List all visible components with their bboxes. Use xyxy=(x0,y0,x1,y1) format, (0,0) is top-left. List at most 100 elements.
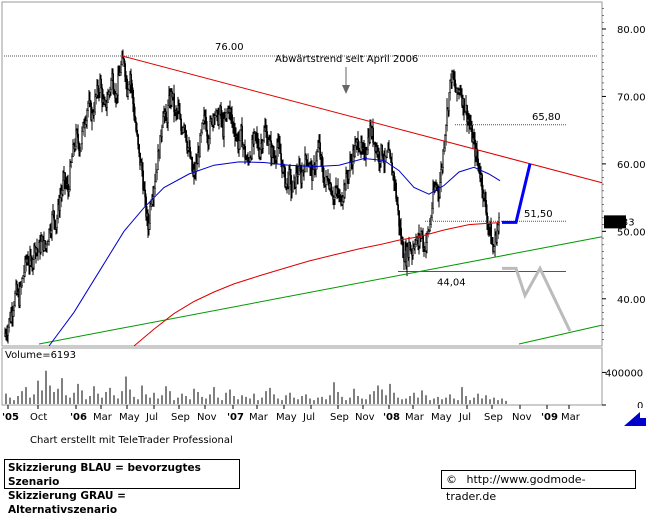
price-candle-body xyxy=(112,73,114,90)
x-tick-label: '05 xyxy=(2,412,19,423)
price-candle-body xyxy=(301,171,303,184)
price-candle-body xyxy=(132,90,134,104)
price-candle-body xyxy=(432,189,434,209)
price-candle-body xyxy=(75,130,77,147)
price-candle-body xyxy=(167,105,169,123)
price-candle-body xyxy=(263,130,265,142)
x-tick-label: Jul xyxy=(145,412,158,423)
x-tick-label: '07 xyxy=(227,412,244,423)
y-tick-label: 50.00 xyxy=(617,227,646,238)
price-candle-body xyxy=(117,74,119,96)
x-tick-label: '09 xyxy=(541,412,558,423)
chart-axes: 80.00 70.00 60.00 50.00 40.00 51.33 400000 0 '05… xyxy=(2,8,646,423)
moving-average-line xyxy=(133,222,501,347)
x-tick-label: Sep xyxy=(484,412,503,423)
source-url[interactable]: http://www.godmode-trader.de xyxy=(446,473,586,503)
price-candle-body xyxy=(323,177,325,186)
x-tick-label: Nov xyxy=(512,412,532,423)
price-candle-body xyxy=(241,125,243,148)
stock-chart: 76.00 65,80 51,50 44,04 Volume=6193 Abwärts… xyxy=(1,1,648,430)
price-candle-body xyxy=(110,79,112,90)
last-price-label: 51.33 xyxy=(606,217,635,228)
price-candle-body xyxy=(395,182,397,199)
price-candle-body xyxy=(330,183,332,195)
price-candle-body xyxy=(173,93,175,113)
price-candle-body xyxy=(372,127,374,143)
price-candle-body xyxy=(144,189,146,198)
price-candle-body xyxy=(159,135,161,159)
price-candle-body xyxy=(161,127,163,138)
price-candle-body xyxy=(400,228,402,241)
price-candle-body xyxy=(81,131,83,145)
price-candle-body xyxy=(184,125,186,131)
price-candle-body xyxy=(381,144,383,156)
price-candle-body xyxy=(186,140,188,151)
price-candle-body xyxy=(223,118,225,137)
price-candle-body xyxy=(154,181,156,189)
price-candle-body xyxy=(199,135,201,158)
price-candle-body xyxy=(391,162,393,176)
price-candle-body xyxy=(244,145,246,159)
price-candle-body xyxy=(126,78,128,97)
price-candle-body xyxy=(251,139,253,159)
price-candle-body xyxy=(477,158,479,164)
level-label: 65,80 xyxy=(532,112,561,123)
price-candle-body xyxy=(19,286,21,306)
price-candle-body xyxy=(130,73,132,84)
price-candle-body xyxy=(53,210,55,221)
price-candle-body xyxy=(239,129,241,142)
price-candle-body xyxy=(131,83,133,91)
price-candle-body xyxy=(365,154,367,158)
price-candle-body xyxy=(142,170,144,190)
x-tick-label: Jul xyxy=(458,412,471,423)
x-tick-label: '08 xyxy=(383,412,400,423)
x-tick-label: Mar xyxy=(249,412,269,423)
price-candle-body xyxy=(21,278,23,286)
price-candle-body xyxy=(386,151,388,158)
price-candle-body xyxy=(120,64,122,73)
price-candle-body xyxy=(402,241,404,259)
price-candle-body xyxy=(196,162,198,165)
x-tick-label: Mar xyxy=(93,412,113,423)
scenario-legend: Skizzierung BLAU = bevorzugtes Szenario … xyxy=(4,459,240,516)
copyright-icon: © xyxy=(446,473,457,486)
legend-blue-text: Skizzierung BLAU = bevorzugtes Szenario xyxy=(8,462,201,488)
price-candle-body xyxy=(440,169,442,183)
price-candle-body xyxy=(100,78,102,89)
price-candle-body xyxy=(280,153,282,161)
trend-line xyxy=(121,55,603,184)
x-tick-label: May xyxy=(119,412,140,423)
price-candle-body xyxy=(71,156,73,163)
volume-panel xyxy=(1,347,603,406)
level-label: 44,04 xyxy=(437,278,466,289)
x-tick-label: Nov xyxy=(355,412,375,423)
source-link[interactable]: © http://www.godmode-trader.de xyxy=(441,470,636,503)
price-candle-body xyxy=(398,210,400,227)
price-candle-body xyxy=(218,114,220,126)
price-grid: 76.00 65,80 51,50 44,04 xyxy=(4,42,598,289)
price-candle-body xyxy=(69,165,71,190)
price-candle-body xyxy=(448,92,450,112)
level-label: 76.00 xyxy=(215,42,244,53)
price-candle-body xyxy=(284,167,286,187)
nav-arrow-icon[interactable] xyxy=(620,408,648,430)
price-candle-body xyxy=(127,89,129,97)
price-candle-body xyxy=(106,102,108,108)
x-tick-label: Jul xyxy=(302,412,315,423)
price-candle-body xyxy=(136,129,138,135)
price-candle-body xyxy=(124,63,126,77)
last-price-badge xyxy=(604,215,626,229)
volume-bars: Volume=6193 xyxy=(5,350,507,404)
y-tick-label: 80.00 xyxy=(617,25,646,36)
price-candle-body xyxy=(14,293,16,306)
legend-gray-text: Skizzierung GRAU = Alternativszenario xyxy=(8,490,126,516)
price-candle-body xyxy=(137,134,139,145)
moving-average-line xyxy=(48,157,501,347)
x-tick-label: Oct xyxy=(30,412,47,423)
volume-label: Volume=6193 xyxy=(5,350,76,361)
scenario-gray-path xyxy=(502,265,572,332)
price-candle-body xyxy=(358,147,360,152)
price-candle-body xyxy=(156,169,158,173)
y-tick-label: 70.00 xyxy=(617,92,646,103)
scenario-blue-path xyxy=(502,163,532,224)
